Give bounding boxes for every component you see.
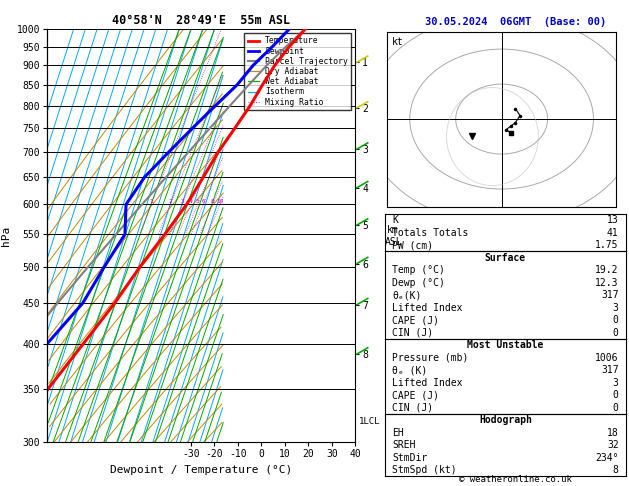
Text: Most Unstable: Most Unstable [467, 340, 543, 350]
Text: CIN (J): CIN (J) [392, 402, 433, 413]
Text: θₑ(K): θₑ(K) [392, 290, 421, 300]
Text: 317: 317 [601, 290, 619, 300]
Text: 2: 2 [169, 199, 172, 205]
Y-axis label: hPa: hPa [1, 226, 11, 246]
Text: PW (cm): PW (cm) [392, 240, 433, 250]
Text: θₑ (K): θₑ (K) [392, 365, 428, 375]
Text: 0: 0 [613, 402, 619, 413]
Text: 1.75: 1.75 [595, 240, 619, 250]
Text: 32: 32 [607, 440, 619, 450]
Title: 40°58'N  28°49'E  55m ASL: 40°58'N 28°49'E 55m ASL [112, 14, 291, 27]
Text: SREH: SREH [392, 440, 416, 450]
Text: Lifted Index: Lifted Index [392, 378, 463, 387]
Text: 3: 3 [180, 199, 184, 205]
Text: 8: 8 [613, 465, 619, 475]
Text: 317: 317 [601, 365, 619, 375]
Text: 10: 10 [216, 199, 224, 205]
Text: 0: 0 [613, 390, 619, 400]
Text: © weatheronline.co.uk: © weatheronline.co.uk [459, 474, 572, 484]
Text: 30.05.2024  06GMT  (Base: 00): 30.05.2024 06GMT (Base: 00) [425, 17, 606, 27]
Text: StmSpd (kt): StmSpd (kt) [392, 465, 457, 475]
Text: 19.2: 19.2 [595, 265, 619, 275]
Text: 18: 18 [607, 428, 619, 437]
Text: 4: 4 [189, 199, 192, 205]
Text: 1LCL: 1LCL [359, 417, 380, 426]
Text: 3: 3 [613, 303, 619, 312]
Text: 5: 5 [196, 199, 199, 205]
Text: 6: 6 [201, 199, 205, 205]
Text: Pressure (mb): Pressure (mb) [392, 352, 469, 363]
Text: 0: 0 [613, 315, 619, 325]
Text: kt: kt [391, 37, 403, 47]
Text: Totals Totals: Totals Totals [392, 227, 469, 238]
Text: CAPE (J): CAPE (J) [392, 315, 439, 325]
Text: Hodograph: Hodograph [479, 415, 532, 425]
X-axis label: Dewpoint / Temperature (°C): Dewpoint / Temperature (°C) [110, 465, 292, 475]
Text: 8: 8 [211, 199, 214, 205]
Text: 1: 1 [150, 199, 153, 205]
Text: K: K [392, 215, 398, 225]
Text: 12.3: 12.3 [595, 278, 619, 288]
Text: 3: 3 [613, 378, 619, 387]
Text: Dewp (°C): Dewp (°C) [392, 278, 445, 288]
Y-axis label: km
ASL: km ASL [384, 225, 402, 246]
Text: CIN (J): CIN (J) [392, 328, 433, 338]
Text: CAPE (J): CAPE (J) [392, 390, 439, 400]
Text: StmDir: StmDir [392, 452, 428, 463]
Text: 41: 41 [607, 227, 619, 238]
Text: 0: 0 [613, 328, 619, 338]
Text: EH: EH [392, 428, 404, 437]
Text: Surface: Surface [485, 253, 526, 262]
Text: 234°: 234° [595, 452, 619, 463]
Text: Lifted Index: Lifted Index [392, 303, 463, 312]
Text: 13: 13 [607, 215, 619, 225]
Text: 1006: 1006 [595, 352, 619, 363]
Legend: Temperature, Dewpoint, Parcel Trajectory, Dry Adiabat, Wet Adiabat, Isotherm, Mi: Temperature, Dewpoint, Parcel Trajectory… [244, 33, 352, 110]
Text: Temp (°C): Temp (°C) [392, 265, 445, 275]
